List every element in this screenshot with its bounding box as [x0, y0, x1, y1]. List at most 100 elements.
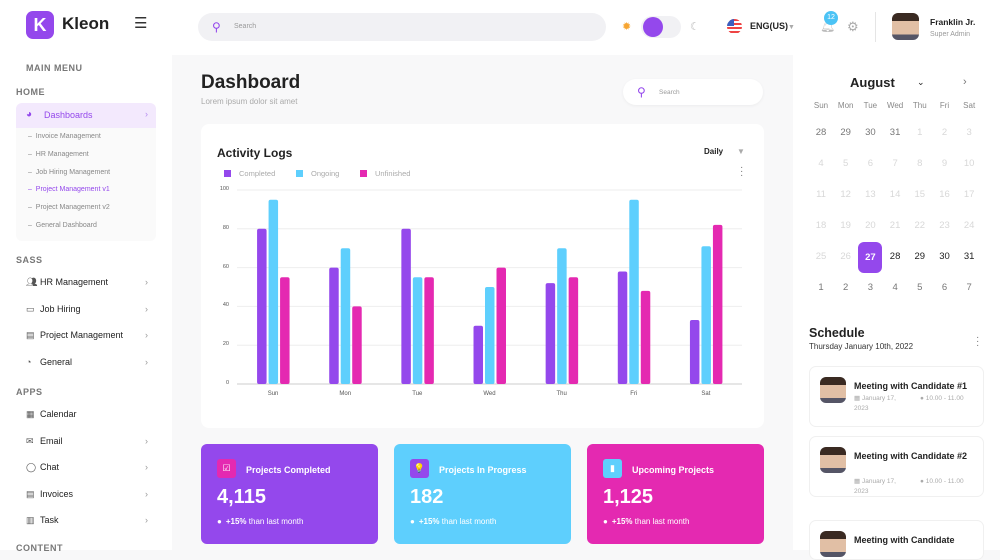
calendar-day[interactable]: 31	[963, 251, 975, 262]
calendar-day[interactable]: 2	[941, 127, 948, 138]
sidebar-item[interactable]: 👥︎ HR Management ›	[26, 277, 148, 287]
meeting-card[interactable]: Meeting with Candidate #2 ▦ January 17, …	[809, 436, 984, 497]
submenu-item[interactable]: – Project Management v1	[28, 186, 110, 194]
sidebar-item[interactable]: ▭ Job Hiring ›	[26, 303, 148, 314]
submenu-item[interactable]: – General Dashboard	[28, 222, 97, 229]
calendar-day[interactable]: 20	[865, 220, 876, 231]
calendar-day[interactable]: 25	[815, 251, 827, 262]
bar-completed-fri	[617, 271, 628, 384]
chevron-right-icon: ›	[145, 515, 148, 525]
legend-item: Completed	[224, 169, 275, 178]
calendar-day[interactable]: 8	[917, 158, 923, 169]
sidebar-item[interactable]: ◔ General ›	[26, 356, 148, 367]
schedule-date: Thursday January 10th, 2022	[809, 342, 914, 351]
calendar-day[interactable]: 6	[867, 158, 874, 169]
divider	[875, 12, 876, 42]
calendar-day[interactable]: 28	[815, 127, 827, 138]
stat-card[interactable]: ▮ Upcoming Projects 1,125 ● +15% than las…	[587, 444, 764, 544]
calendar-day[interactable]: 21	[889, 220, 901, 231]
meeting-card[interactable]: Meeting with Candidate	[809, 520, 984, 560]
calendar-day[interactable]: 11	[816, 189, 826, 200]
calendar-day[interactable]: 16	[939, 189, 950, 200]
sidebar-item[interactable]: ✉ Email ›	[26, 435, 148, 446]
meeting-title: Meeting with Candidate #1	[854, 381, 968, 391]
stat-trend: ● +15% than last month	[410, 517, 497, 526]
hamburger-icon[interactable]: ☰	[134, 15, 148, 32]
language-select[interactable]: ENG(US)▼	[750, 21, 795, 31]
calendar-day[interactable]: 4	[818, 158, 824, 169]
sidebar-item[interactable]: ▥ Task ›	[26, 515, 148, 525]
calendar-day[interactable]: 12	[840, 189, 851, 200]
more-options-icon[interactable]: · · ·	[740, 162, 744, 181]
calendar-day[interactable]: 7	[966, 282, 972, 293]
sidebar-item[interactable]: ▤ Invoices ›	[26, 488, 148, 499]
period-select[interactable]: Daily	[704, 147, 724, 156]
bar-unfinished-tue	[424, 277, 434, 384]
gear-icon[interactable]: ⚙	[847, 19, 859, 34]
calendar-day[interactable]: 3	[966, 127, 972, 138]
calendar-day[interactable]: 6	[941, 282, 948, 293]
trend-up-icon: ●	[603, 517, 608, 526]
calendar-day[interactable]: 27	[858, 242, 883, 273]
legend-item: Unfinished	[360, 169, 410, 178]
calendar-day[interactable]: 22	[914, 220, 926, 231]
submenu-item[interactable]: – HR Management	[28, 150, 89, 158]
stat-card[interactable]: ☑ Projects Completed 4,115 ● +15% than la…	[201, 444, 378, 544]
calendar-day[interactable]: 26	[840, 251, 851, 262]
bar-ongoing-thu	[557, 248, 567, 384]
sidebar-item[interactable]: ▤ Project Management ›	[26, 330, 148, 341]
calendar-day[interactable]: 14	[889, 189, 901, 200]
sidebar-item[interactable]: ◯ Chat ›	[26, 462, 148, 472]
calendar-day[interactable]: 2	[843, 282, 849, 293]
chevron-down-icon: ▼	[788, 24, 795, 31]
calendar-day[interactable]: 29	[914, 251, 926, 262]
calendar-day[interactable]: 9	[941, 158, 948, 169]
chevron-right-icon: ›	[145, 462, 148, 472]
calendar-day[interactable]: 3	[867, 282, 874, 293]
weekday-label: Sun	[813, 101, 829, 110]
chevron-right-icon[interactable]: ›	[963, 76, 967, 88]
calendar-day[interactable]: 19	[840, 220, 851, 231]
bar-unfinished-fri	[640, 290, 651, 384]
calendar-day[interactable]: 10	[963, 158, 975, 169]
calendar-day[interactable]: 24	[963, 220, 975, 231]
calendar-day[interactable]: 31	[889, 127, 901, 138]
meeting-title: Meeting with Candidate #2	[854, 451, 968, 461]
stat-card[interactable]: 💡 Projects In Progress 182 ● +15% than la…	[394, 444, 571, 544]
sidebar-item[interactable]: ▦ Calendar	[26, 409, 77, 419]
calendar-day[interactable]: 5	[843, 158, 849, 169]
calendar-day[interactable]: 1	[818, 282, 824, 293]
calendar-day[interactable]: 18	[815, 220, 827, 231]
more-options-icon[interactable]: · · ·	[976, 332, 980, 351]
calendar-day[interactable]: 28	[889, 251, 901, 262]
calendar-day[interactable]: 1	[917, 127, 923, 138]
sidebar-item-dashboards[interactable]: ◕ Dashboards ›	[16, 103, 156, 128]
calendar-icon: ▦	[854, 478, 861, 485]
theme-toggle[interactable]	[641, 16, 681, 38]
calendar-day[interactable]: 7	[892, 158, 898, 169]
page-search-input[interactable]: ⚲ Search	[623, 79, 763, 105]
calendar-day[interactable]: 29	[840, 127, 851, 138]
calendar-day[interactable]: 5	[917, 282, 923, 293]
calendar-day[interactable]: 30	[939, 251, 950, 262]
meeting-card[interactable]: Meeting with Candidate #1 ▦ January 17, …	[809, 366, 984, 427]
chevron-down-icon[interactable]: ⌄	[917, 77, 925, 87]
meeting-date: ▦ January 17, 2023	[854, 395, 896, 412]
calendar-day[interactable]: 13	[865, 189, 876, 200]
meeting-date: ▦ January 17, 2023	[854, 478, 896, 495]
bar-ongoing-mon	[340, 248, 351, 384]
calendar-day[interactable]: 15	[914, 189, 926, 200]
calendar-day[interactable]: 4	[892, 282, 898, 293]
search-input[interactable]: ⚲ Search	[198, 13, 606, 41]
avatar[interactable]	[892, 13, 919, 40]
calendar-day[interactable]: 23	[939, 220, 950, 231]
bar-completed-wed	[473, 325, 483, 384]
calendar-day[interactable]: 30	[865, 127, 876, 138]
submenu-item[interactable]: – Job Hiring Management	[28, 168, 111, 176]
calendar-icon: ▦	[26, 409, 35, 419]
submenu-item[interactable]: – Invoice Management	[28, 133, 101, 140]
chevron-down-icon[interactable]: ▼	[737, 147, 745, 156]
calendar-day[interactable]: 17	[963, 189, 975, 200]
submenu-item[interactable]: – Project Management v2	[28, 204, 110, 212]
